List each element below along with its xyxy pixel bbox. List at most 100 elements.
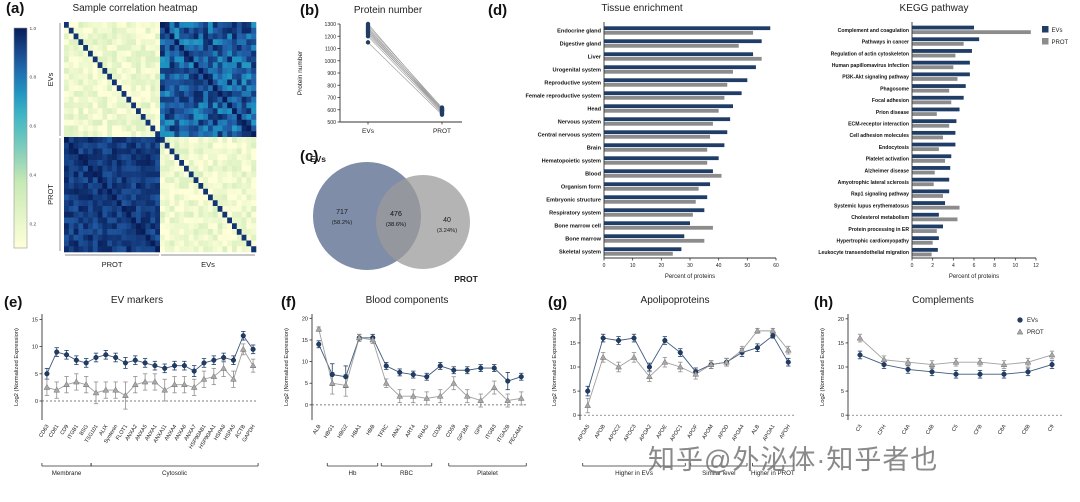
svg-text:0.6: 0.6 [30, 124, 37, 130]
svg-text:ART4: ART4 [405, 424, 417, 439]
svg-text:PROT: PROT [1052, 40, 1069, 46]
panel-venn: EVs PROT 717 (58.2%) 476 (38.6%) 40 (3.24%) [292, 150, 498, 292]
svg-text:20: 20 [302, 316, 308, 322]
svg-text:Endocrine gland: Endocrine gland [557, 29, 601, 35]
svg-text:Similar level: Similar level [702, 470, 735, 477]
svg-text:Log2 (Normalized Expression): Log2 (Normalized Expression) [14, 328, 20, 406]
venn-diagram: EVs PROT 717 (58.2%) 476 (38.6%) 40 (3.24%) [310, 154, 479, 284]
panel-label-g: (g) [548, 294, 568, 311]
complements-title: Complements [912, 295, 974, 306]
kegg-pathway-bar-chart: Complement and coagulation Pathways in ca… [818, 22, 1069, 280]
watermark: 知乎@外泌体·知乎者也 [648, 445, 939, 475]
svg-text:20: 20 [838, 317, 844, 323]
svg-text:Human papillomavirus infection: Human papillomavirus infection [832, 63, 909, 69]
svg-text:0.8: 0.8 [30, 75, 37, 81]
svg-text:HBG1: HBG1 [323, 424, 336, 440]
svg-text:PROT: PROT [46, 184, 55, 205]
svg-text:EVs: EVs [1027, 318, 1038, 324]
svg-text:PROT: PROT [433, 128, 451, 135]
svg-text:TFRC: TFRC [377, 424, 390, 439]
svg-text:ANK1: ANK1 [391, 424, 404, 439]
panel-heatmap: Sample correlation heatmap 1.0 0.8 0.6 0.4 0… [6, 2, 264, 284]
svg-text:Skeletal system: Skeletal system [559, 250, 601, 256]
panel-tissue-enrichment: Tissue enrichment Endocrine gland Digesti… [498, 2, 786, 288]
svg-text:CD81: CD81 [48, 424, 60, 439]
svg-text:700: 700 [327, 96, 336, 102]
svg-text:0: 0 [305, 403, 308, 409]
svg-text:GP9: GP9 [474, 424, 485, 436]
svg-text:60: 60 [773, 263, 779, 269]
svg-text:PI3K-Akt signaling pathway: PI3K-Akt signaling pathway [842, 75, 909, 81]
heatmap-title: Sample correlation heatmap [72, 3, 198, 14]
svg-text:PROT: PROT [102, 260, 123, 269]
panel-label-f: (f) [281, 294, 296, 311]
svg-text:Urogenital system: Urogenital system [553, 68, 602, 74]
svg-text:BSG: BSG [79, 424, 90, 437]
apolipoproteins-title: Apolipoproteins [640, 295, 710, 306]
svg-text:Percent of proteins: Percent of proteins [665, 274, 715, 280]
svg-text:ITGB3: ITGB3 [485, 424, 498, 440]
svg-text:EVs: EVs [310, 154, 326, 164]
svg-text:Regulation of actin cytoskelet: Regulation of actin cytoskeleton [831, 51, 909, 57]
svg-text:C3: C3 [855, 424, 864, 433]
svg-text:Cholesterol metabolism: Cholesterol metabolism [851, 215, 909, 221]
svg-text:0.4: 0.4 [30, 172, 37, 178]
svg-text:CD36: CD36 [432, 424, 444, 439]
svg-text:1200: 1200 [324, 34, 336, 40]
svg-text:40: 40 [443, 217, 451, 224]
svg-text:20: 20 [570, 317, 576, 323]
svg-text:0: 0 [603, 263, 606, 269]
svg-text:500: 500 [327, 120, 336, 126]
svg-text:PROT: PROT [1027, 330, 1044, 336]
svg-text:Cell adhesion molecules: Cell adhesion molecules [850, 133, 910, 139]
svg-text:Log2 (Normalized Expression): Log2 (Normalized Expression) [820, 328, 826, 406]
svg-text:Higher in PROT: Higher in PROT [751, 470, 795, 477]
svg-text:RBC: RBC [400, 470, 414, 477]
svg-text:10: 10 [570, 365, 576, 371]
svg-text:HBA1: HBA1 [350, 424, 363, 439]
svg-text:Amyotrophic lateral sclerosis: Amyotrophic lateral sclerosis [838, 180, 910, 186]
protein-number-title: Protein number [353, 5, 423, 16]
svg-text:10: 10 [630, 263, 636, 269]
ev-markers-title: EV markers [110, 295, 164, 306]
svg-text:Log2 (Normalized Expression): Log2 (Normalized Expression) [284, 328, 290, 406]
svg-text:5: 5 [573, 389, 576, 395]
complements-plot: 0 5 10 15 20 Log2 (Normalized Expression) C3 CF… [820, 314, 1064, 436]
svg-text:Protein processing in ER: Protein processing in ER [848, 227, 909, 233]
svg-text:Phagosome: Phagosome [880, 86, 909, 92]
svg-text:Bone marrow: Bone marrow [565, 237, 601, 243]
svg-text:Log2 (Normalized Expression): Log2 (Normalized Expression) [552, 328, 558, 406]
panel-protein-number: Protein number 500 600 700 800 900 1000 1100 12… [290, 4, 486, 152]
svg-text:APOA5: APOA5 [577, 424, 592, 442]
svg-text:EVs: EVs [362, 128, 375, 135]
svg-text:Protein number: Protein number [297, 50, 304, 95]
svg-text:Bone marrow cell: Bone marrow cell [554, 224, 601, 230]
blood-components-title: Blood components [365, 295, 449, 306]
svg-text:HBB: HBB [365, 424, 376, 437]
svg-text:40: 40 [716, 263, 722, 269]
svg-text:Focal adhesion: Focal adhesion [872, 98, 909, 104]
apolipoproteins-plot: 0 5 10 15 20 Log2 (Normalized Expression) APOA… [552, 314, 796, 477]
svg-text:(38.6%): (38.6%) [386, 222, 406, 228]
svg-text:Endocytosis: Endocytosis [879, 145, 909, 151]
panel-complements: Complements 0 5 10 15 20 Log2 (Normalized Exp… [814, 294, 1072, 498]
svg-text:Head: Head [587, 107, 601, 113]
svg-text:C8A: C8A [997, 424, 1008, 436]
svg-text:1.0: 1.0 [30, 26, 37, 32]
svg-text:1300: 1300 [324, 22, 336, 28]
svg-text:ALIX: ALIX [98, 424, 109, 437]
svg-text:800: 800 [327, 83, 336, 89]
svg-text:5: 5 [841, 389, 844, 395]
svg-text:ALB: ALB [312, 424, 323, 436]
kegg-pathway-title: KEGG pathway [899, 3, 969, 14]
svg-text:Hb: Hb [349, 470, 357, 477]
svg-text:CD9: CD9 [59, 424, 70, 436]
svg-text:Nervous system: Nervous system [558, 120, 601, 126]
svg-text:Membrane: Membrane [52, 470, 82, 477]
svg-text:0: 0 [35, 399, 38, 405]
svg-text:10: 10 [1013, 263, 1019, 269]
svg-text:C4A: C4A [901, 424, 912, 436]
svg-text:Brain: Brain [587, 146, 602, 152]
